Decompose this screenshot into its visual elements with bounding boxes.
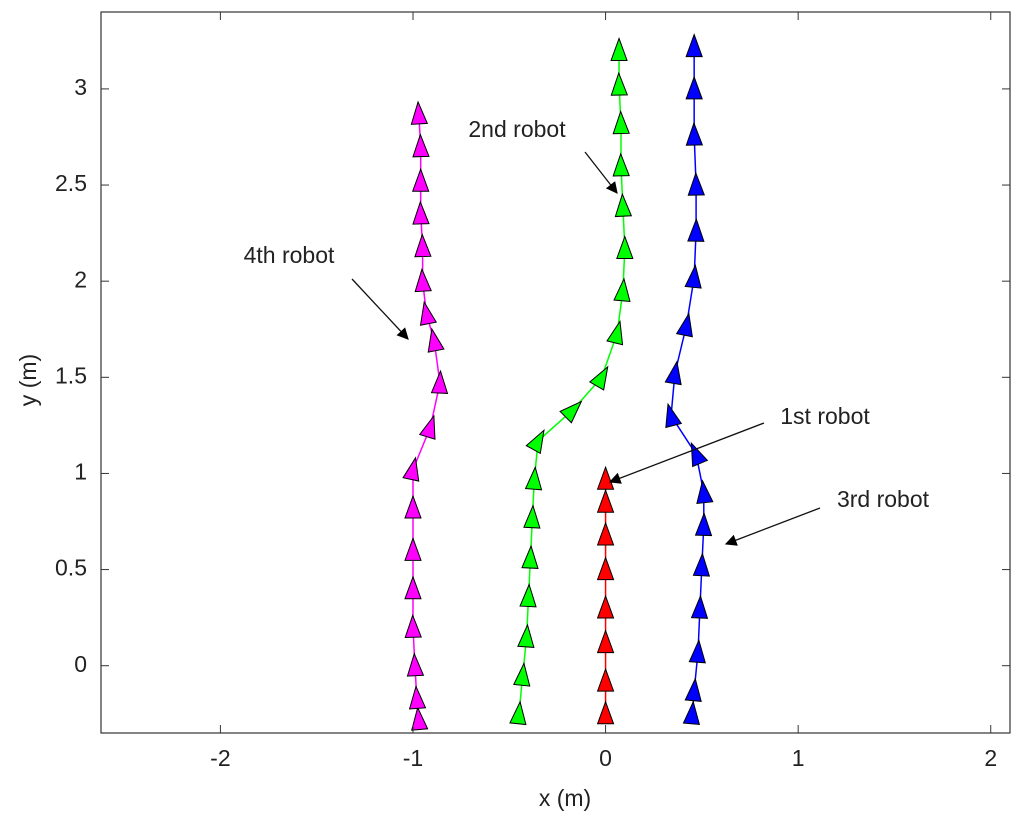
robot-marker — [414, 267, 432, 293]
robot-marker — [596, 488, 615, 513]
robot-marker — [524, 465, 543, 491]
annotation-arrow — [608, 422, 765, 484]
robot-marker — [427, 327, 445, 353]
robot-marker — [682, 700, 701, 725]
robot-marker — [690, 594, 709, 619]
robot-marker — [694, 511, 713, 537]
robot-marker — [411, 706, 429, 731]
robot-marker — [596, 667, 615, 692]
annotation-arrow — [351, 278, 409, 340]
robot-marker — [418, 414, 436, 440]
y-tick-label: 2.5 — [55, 170, 87, 196]
x-tick-label: 0 — [599, 745, 612, 771]
y-tick-label: 1 — [74, 459, 87, 485]
y-tick-label: 1.5 — [55, 362, 87, 388]
robot-marker — [525, 428, 545, 455]
robot-marker — [685, 75, 703, 100]
robot-marker — [411, 167, 430, 192]
annotation: 2nd robot — [468, 116, 566, 142]
robot-marker — [406, 652, 425, 677]
robot-marker — [588, 365, 609, 391]
robot-marker — [692, 552, 711, 577]
robot-marker — [684, 677, 702, 702]
plot-area — [402, 33, 714, 731]
robot-marker — [596, 521, 615, 546]
y-tick-label: 2 — [74, 266, 87, 292]
robot-marker — [519, 583, 537, 608]
robot-marker — [408, 684, 427, 710]
robot-marker — [412, 200, 430, 225]
y-tick-label: 0.5 — [55, 555, 87, 581]
x-tick-label: -1 — [403, 745, 423, 771]
robot-marker — [690, 441, 709, 468]
robot-marker — [509, 700, 527, 726]
annotation: 4th robot — [244, 242, 335, 268]
robot-marker — [521, 544, 539, 569]
robot-marker — [612, 110, 630, 135]
robot-marker — [612, 152, 630, 177]
y-tick-label: 0 — [74, 651, 87, 677]
robot-marker — [596, 556, 615, 581]
robot-marker — [596, 629, 615, 654]
robot-marker — [402, 456, 420, 482]
y-tick-label: 3 — [74, 74, 87, 100]
robot-marker — [404, 494, 422, 519]
robot-marker — [430, 369, 449, 394]
robot-marker — [614, 192, 633, 218]
robot-marker — [616, 235, 634, 259]
annotation: 1st robot — [780, 403, 870, 429]
robot-marker — [685, 33, 703, 58]
robot-marker — [685, 121, 704, 146]
robot-marker — [410, 100, 429, 125]
robot-marker — [419, 300, 438, 326]
robot-marker — [596, 700, 615, 725]
robot-marker — [523, 504, 541, 529]
robot-marker — [664, 360, 682, 386]
robot-marker — [610, 36, 628, 61]
robot-marker — [688, 638, 706, 664]
annotation-arrow — [584, 151, 618, 194]
x-tick-label: 2 — [984, 745, 997, 771]
robot-marker — [610, 71, 629, 96]
robot-marker — [596, 465, 615, 490]
robot-marker — [414, 233, 432, 258]
robot-marker — [613, 277, 631, 303]
robot-marker — [684, 263, 702, 289]
robot-marker — [687, 217, 705, 242]
x-tick-label: 1 — [792, 745, 805, 771]
annotation: 3rd robot — [837, 486, 930, 512]
robot-marker — [606, 320, 624, 346]
robot-marker — [596, 594, 615, 619]
robot-marker — [559, 400, 583, 424]
annotation-arrow — [724, 507, 821, 546]
x-axis-label: x (m) — [539, 785, 591, 811]
robot-marker — [696, 479, 714, 505]
robot-marker — [513, 661, 531, 687]
robot-marker — [404, 575, 422, 600]
robot-marker — [687, 171, 706, 196]
robot-marker — [517, 623, 535, 648]
x-tick-label: -2 — [210, 745, 230, 771]
y-axis-label: y (m) — [15, 354, 41, 406]
robot-marker — [404, 613, 422, 638]
axes-box — [100, 11, 1011, 734]
robot-marker — [665, 402, 683, 429]
robot-marker — [675, 312, 693, 338]
robot-marker — [404, 536, 422, 561]
robot-marker — [412, 133, 430, 158]
